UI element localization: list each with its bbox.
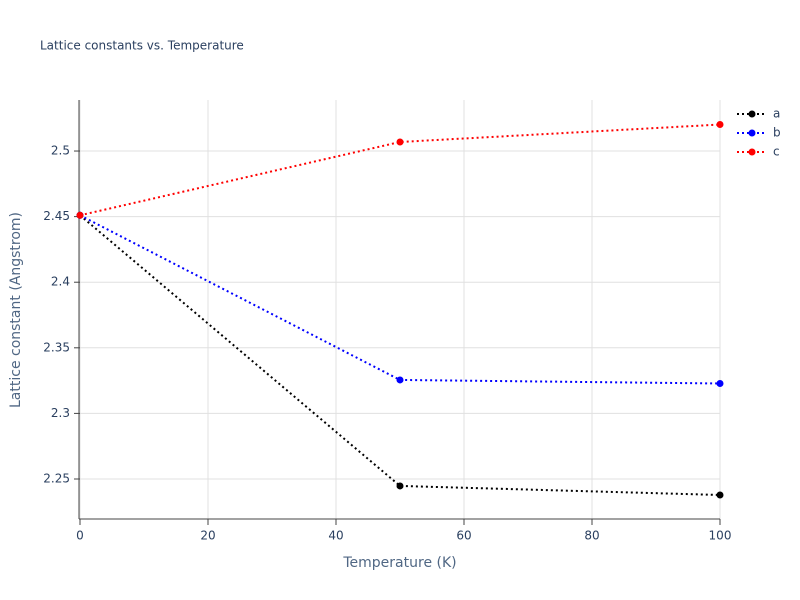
y-tick-label: 2.5 — [51, 144, 70, 158]
y-tick-label: 2.3 — [51, 406, 70, 420]
y-tick-label: 2.35 — [43, 340, 70, 354]
legend-label: c — [773, 145, 780, 159]
x-tick-label: 80 — [584, 529, 599, 543]
data-point — [396, 138, 404, 146]
legend-marker — [748, 110, 756, 118]
data-point — [716, 491, 724, 499]
legend-marker — [748, 129, 756, 137]
legend-item: b — [737, 126, 781, 140]
chart-title: Lattice constants vs. Temperature — [40, 39, 244, 53]
legend-item: c — [737, 145, 780, 159]
y-tick-label: 2.45 — [43, 209, 70, 223]
data-point — [396, 482, 404, 490]
data-point — [716, 379, 724, 387]
legend-label: b — [773, 126, 781, 140]
legend-label: a — [773, 107, 780, 121]
legend-item: a — [737, 107, 780, 121]
x-axis-title: Temperature (K) — [342, 555, 456, 571]
y-axis-title: Lattice constant (Angstrom) — [8, 212, 24, 408]
legend-marker — [748, 148, 756, 156]
series-line — [79, 123, 721, 217]
x-tick-label: 60 — [456, 529, 471, 543]
x-tick-label: 100 — [709, 529, 732, 543]
x-tick-label: 0 — [76, 529, 84, 543]
data-point — [716, 121, 724, 129]
y-tick-label: 2.25 — [43, 471, 70, 485]
data-point — [76, 211, 84, 219]
x-tick-label: 40 — [328, 529, 343, 543]
x-tick-label: 20 — [200, 529, 215, 543]
y-tick-label: 2.4 — [51, 275, 70, 289]
data-point — [396, 376, 404, 384]
